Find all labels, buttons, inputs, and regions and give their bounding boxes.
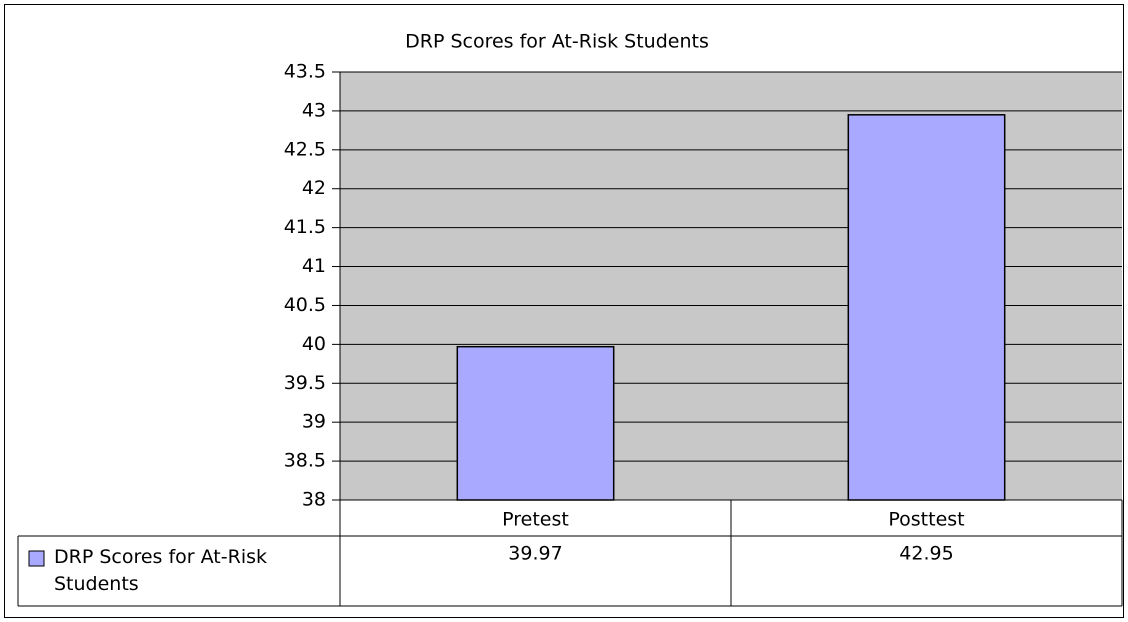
chart-title: DRP Scores for At-Risk Students bbox=[405, 31, 709, 53]
data-table-value: 42.95 bbox=[899, 543, 953, 565]
y-tick-label: 42 bbox=[302, 177, 326, 199]
y-tick-label: 40 bbox=[302, 333, 326, 355]
y-tick-label: 42.5 bbox=[284, 138, 326, 160]
y-tick-label: 41.5 bbox=[284, 216, 326, 238]
y-tick-label: 38.5 bbox=[284, 450, 326, 472]
x-tick-label: Posttest bbox=[888, 509, 964, 531]
y-tick-label: 38 bbox=[302, 489, 326, 511]
x-tick-label: Pretest bbox=[502, 509, 569, 531]
data-table-value: 39.97 bbox=[508, 543, 562, 565]
y-tick-label: 39.5 bbox=[284, 372, 326, 394]
legend-label: DRP Scores for At-Risk Students bbox=[54, 546, 267, 595]
y-tick-label: 43 bbox=[302, 99, 326, 121]
y-tick-label: 43.5 bbox=[284, 61, 326, 83]
bar bbox=[847, 114, 1006, 501]
y-tick-label: 41 bbox=[302, 255, 326, 277]
legend-swatch bbox=[28, 550, 45, 567]
y-tick-label: 40.5 bbox=[284, 294, 326, 316]
bar bbox=[456, 345, 615, 501]
y-tick-label: 39 bbox=[302, 411, 326, 433]
